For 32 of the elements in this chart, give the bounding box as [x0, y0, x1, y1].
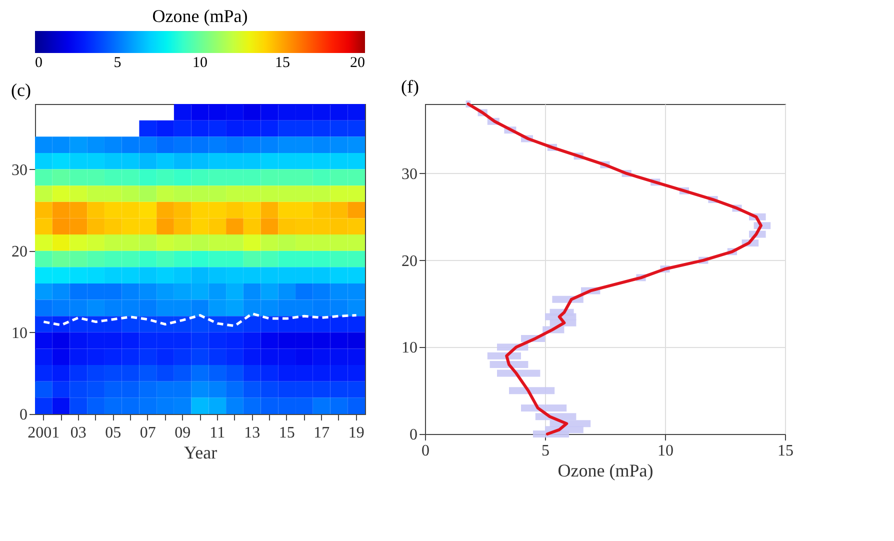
x-tick-label: 05	[105, 424, 122, 442]
x-tick-label: 15	[278, 424, 295, 442]
chart-title: (c)	[11, 80, 31, 100]
x-tick-label: 03	[70, 424, 86, 442]
y-tick-label: 10	[12, 324, 28, 342]
x-tick-label: 07	[140, 424, 156, 442]
color-bar-label: 0	[35, 55, 42, 71]
x-tick-label: 0	[422, 442, 430, 460]
y-tick-label: 20	[12, 243, 28, 260]
color-bar-label: 5	[114, 55, 122, 71]
x-axis-title: Ozone (mPa)	[558, 460, 654, 480]
y-tick-label: 0	[20, 406, 28, 424]
y-tick-label: 30	[12, 162, 28, 179]
y-tick-label: 30	[402, 166, 418, 183]
chart-title: (f)	[401, 76, 419, 96]
color-bar-label: 10	[192, 55, 208, 71]
x-axis-title: Year	[184, 442, 218, 462]
x-tick-label: 15	[778, 442, 794, 460]
x-tick-label: 17	[314, 424, 330, 442]
x-tick-label: 2001	[28, 424, 60, 442]
x-tick-label: 13	[244, 424, 260, 442]
x-tick-label: 10	[658, 442, 674, 460]
x-tick-label: 11	[210, 424, 226, 442]
y-tick-label: 20	[402, 252, 418, 270]
color-bar-label: 20	[350, 55, 365, 71]
color-bar-label: 15	[275, 55, 290, 71]
x-tick-label: 5	[542, 442, 550, 460]
x-tick-label: 09	[174, 424, 191, 442]
color-bar-title: Ozone (mPa)	[152, 6, 248, 26]
y-tick-label: 10	[402, 340, 418, 357]
line-series	[466, 102, 762, 436]
x-tick-label: 19	[348, 424, 364, 442]
